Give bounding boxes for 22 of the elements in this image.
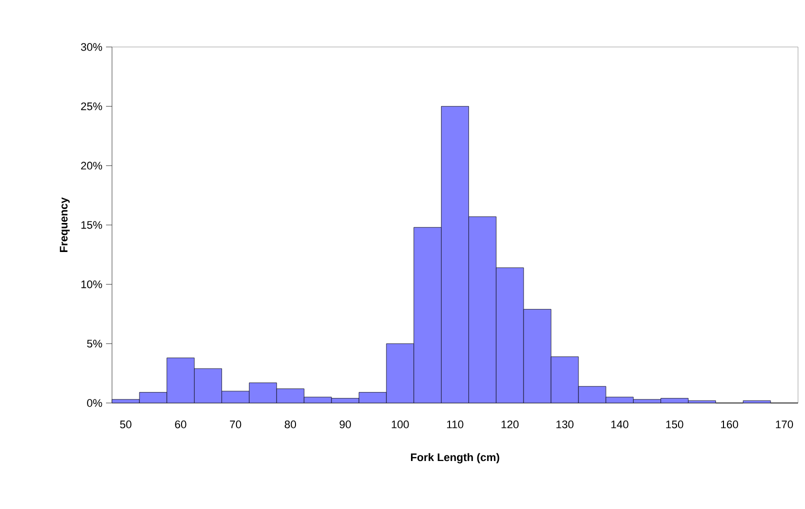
x-tick-label: 120 — [502, 420, 519, 428]
x-tick-label: 100 — [392, 420, 409, 428]
y-tick-label: 20% — [81, 162, 102, 170]
x-tick-label: 160 — [721, 420, 738, 428]
x-tick-label: 90 — [340, 420, 351, 428]
x-axis-title: Fork Length (cm) — [410, 453, 500, 464]
y-tick-label: 15% — [81, 221, 102, 229]
x-tick-label: 140 — [611, 420, 628, 428]
x-tick-label: 150 — [666, 420, 684, 428]
y-tick-label: 30% — [80, 43, 102, 51]
y-tick-label: 10% — [81, 280, 102, 288]
y-tick-label: 25% — [81, 102, 102, 110]
x-tick-label: 70 — [230, 420, 242, 428]
y-tick-label: 5% — [87, 340, 102, 348]
x-tick-label: 170 — [776, 420, 793, 428]
x-tick-label: 130 — [556, 420, 574, 428]
y-axis-title: Frequency — [60, 197, 70, 252]
x-tick-label: 80 — [284, 420, 296, 428]
x-tick-label: 50 — [120, 420, 132, 428]
y-tick-label: 0% — [87, 399, 102, 407]
x-tick-label: 60 — [175, 420, 186, 428]
x-tick-label: 110 — [447, 420, 464, 428]
